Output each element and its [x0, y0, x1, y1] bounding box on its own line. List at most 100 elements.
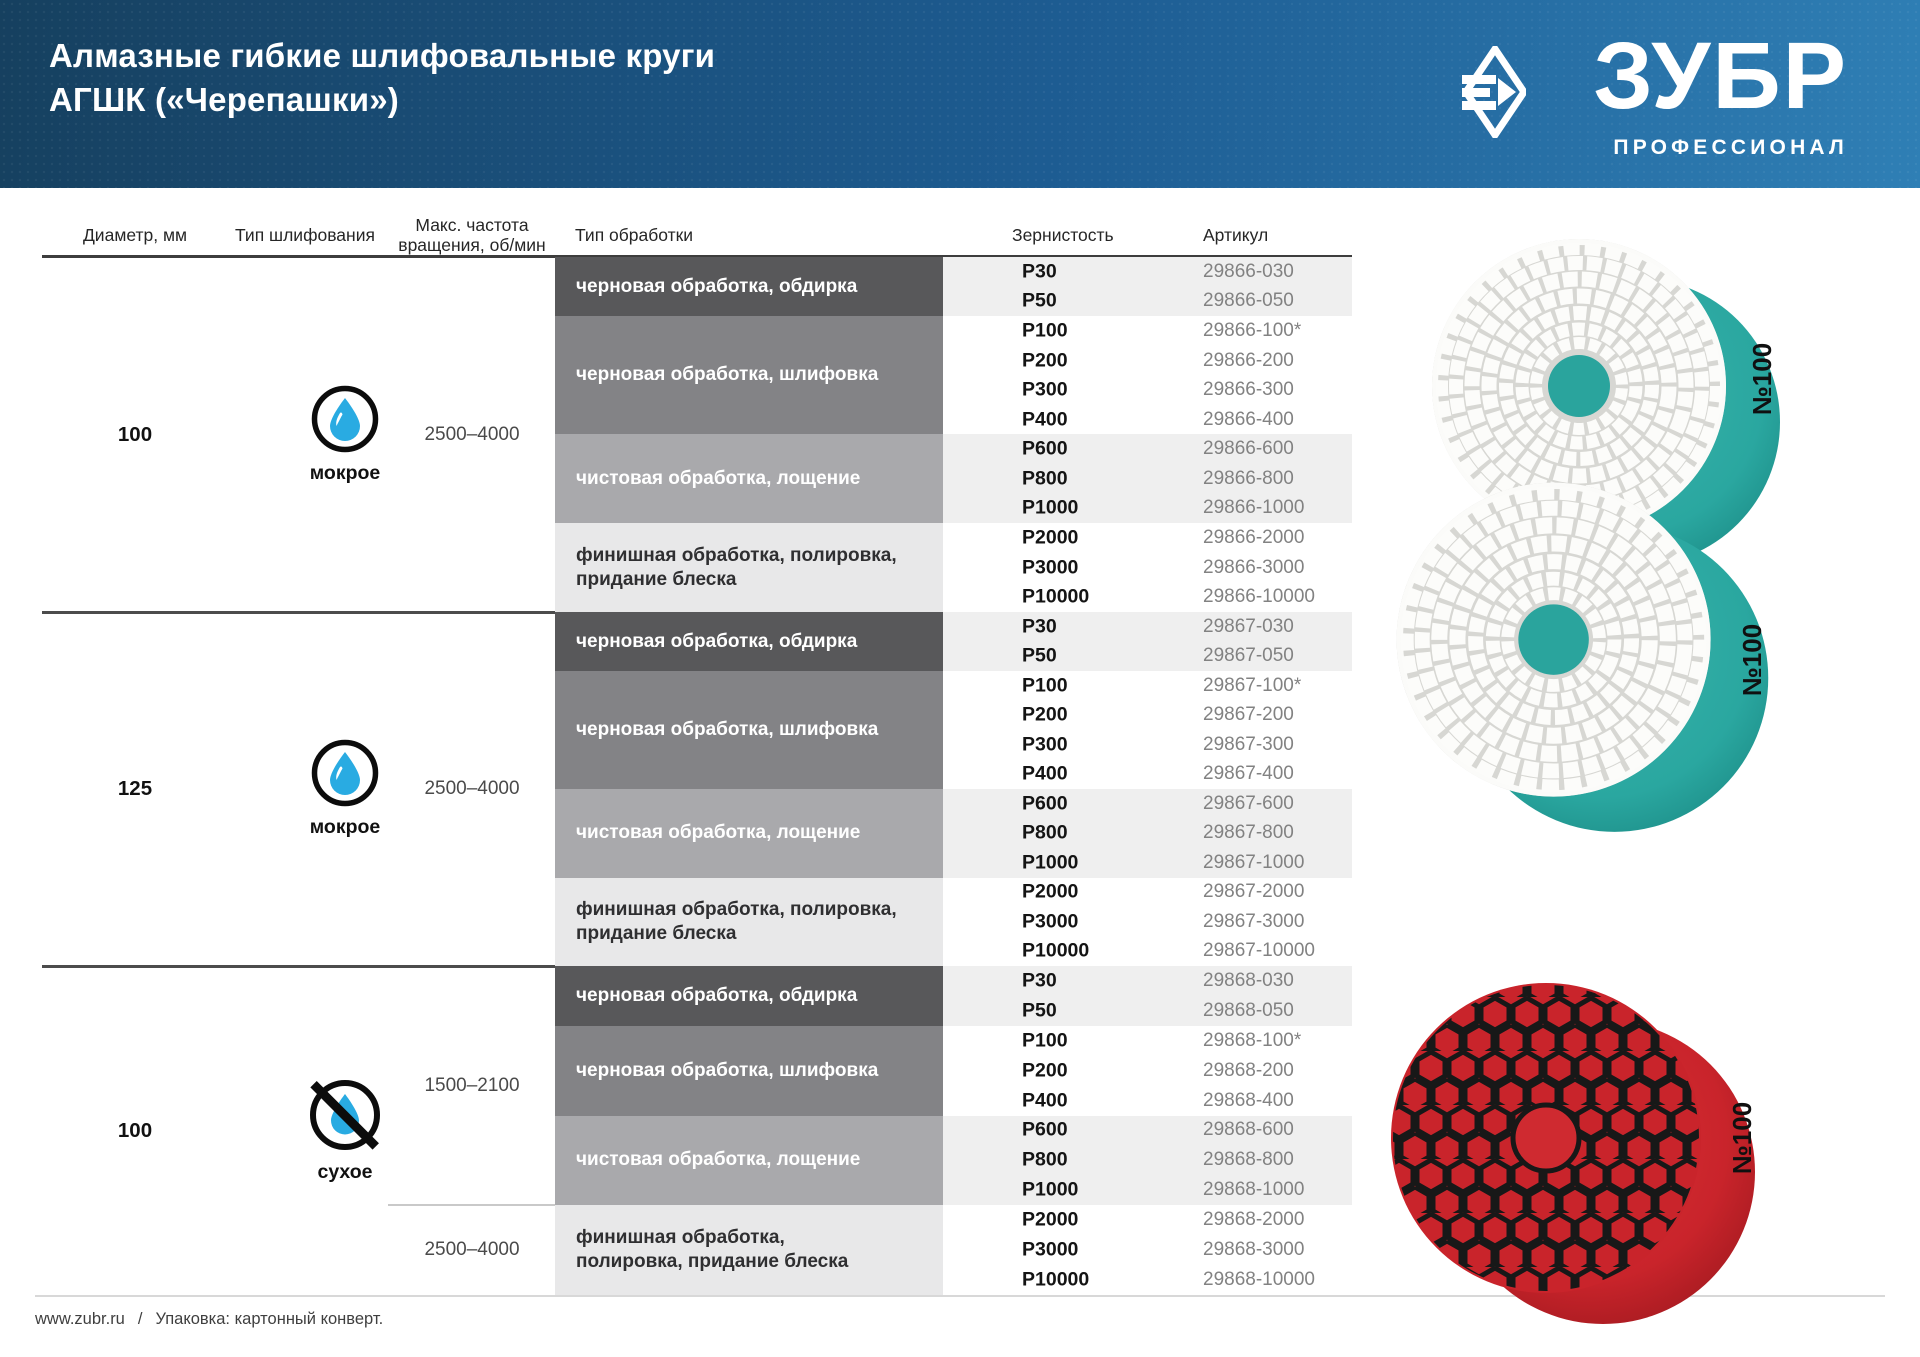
article-number: 29866-400	[1203, 408, 1294, 430]
table-row: P30 29868-030	[943, 966, 1352, 996]
grit-value: P1000	[1022, 496, 1079, 519]
processing-block-label: финишная обработка, полировка, придание …	[555, 1205, 943, 1295]
grit-value: P400	[1022, 408, 1068, 431]
no-water-icon	[310, 1079, 380, 1150]
website-url[interactable]: www.zubr.ru	[35, 1310, 125, 1328]
table-group: 125 мокрое 2500–4000 черновая обработка, об…	[40, 612, 1352, 966]
article-number: 29866-050	[1203, 290, 1294, 312]
article-number: 29866-3000	[1203, 556, 1305, 578]
processing-column: черновая обработка, обдирка черновая обра…	[555, 257, 943, 612]
article-number: 29868-030	[1203, 969, 1294, 991]
max-speed-value: 1500–2100	[424, 1074, 520, 1096]
article-number: 29867-100*	[1203, 674, 1302, 696]
article-number: 29866-030	[1203, 260, 1294, 282]
table-group: 100 мокрое 2500–4000 черновая обработка, об…	[40, 257, 1352, 612]
table-row: P10000 29867-10000	[943, 936, 1352, 966]
processing-block-label: чистовая обработка, лощение	[555, 434, 943, 524]
article-number: 29866-100*	[1203, 319, 1302, 341]
grinding-type-cell: сухое	[230, 966, 460, 1295]
col-header-speed: Макс. частота вращения, об/мин	[398, 215, 546, 255]
article-number: 29866-10000	[1203, 586, 1315, 608]
table-row: P600 29868-600	[943, 1115, 1352, 1146]
wet-drop-icon	[311, 739, 379, 807]
diameter-value: 100	[117, 422, 153, 446]
grinding-type-cell: мокрое	[230, 257, 460, 612]
table-group: 100 сухое 1500–2100 2500–4000 черновая обраб…	[40, 966, 1352, 1295]
grit-value: P10000	[1022, 939, 1090, 962]
table-row: P2000 29868-2000	[943, 1205, 1352, 1236]
wet-drop-icon	[311, 385, 379, 452]
brand-subtitle: ПРОФЕССИОНАЛ	[1613, 136, 1848, 159]
table-row: P10000 29868-10000	[943, 1265, 1352, 1295]
table-row: P10000 29866-10000	[943, 582, 1352, 612]
grit-value: P30	[1022, 969, 1057, 992]
grit-value: P100	[1022, 319, 1068, 342]
grit-value: P800	[1022, 467, 1068, 490]
grit-value: P300	[1022, 378, 1068, 401]
col-header-processing: Тип обработки	[575, 225, 694, 245]
zubr-logo-icon	[1462, 46, 1526, 138]
speed-cell-divider	[388, 1204, 555, 1207]
processing-block-label: черновая обработка, обдирка	[555, 612, 943, 671]
article-number: 29867-1000	[1203, 851, 1305, 873]
table-row: P400 29866-400	[943, 404, 1352, 435]
grit-value: P400	[1022, 762, 1068, 785]
article-number: 29867-3000	[1203, 910, 1305, 932]
table-row: P50 29866-050	[943, 286, 1352, 317]
table-row: P3000 29867-3000	[943, 907, 1352, 937]
grit-value: P600	[1022, 437, 1068, 460]
article-number: 29867-200	[1203, 704, 1294, 726]
table-row: P400 29867-400	[943, 759, 1352, 789]
article-number: 29867-2000	[1203, 881, 1305, 903]
grinding-type-label: мокрое	[309, 816, 381, 838]
page-banner: Алмазные гибкие шлифовальные круги АГШК …	[0, 0, 1920, 188]
processing-block-label: черновая обработка, обдирка	[555, 966, 943, 1026]
grit-value: P100	[1022, 1029, 1068, 1052]
article-number: 29868-100*	[1203, 1029, 1302, 1051]
grit-value: P400	[1022, 1089, 1068, 1112]
product-photo-wet-125	[1396, 482, 1769, 832]
grit-value: P3000	[1022, 1238, 1079, 1261]
article-number: 29867-300	[1203, 733, 1294, 755]
processing-block-label: черновая обработка, шлифовка	[555, 316, 943, 435]
grit-value: P50	[1022, 644, 1057, 667]
article-number: 29868-400	[1203, 1089, 1294, 1111]
article-number: 29866-600	[1203, 438, 1294, 460]
table-row: P200 29868-200	[943, 1055, 1352, 1086]
grit-article-column: P30 29867-030 P50 29867-050 P100 29867-100* P2…	[943, 612, 1352, 966]
processing-block-label: черновая обработка, обдирка	[555, 257, 943, 317]
max-speed-value: 2500–4000	[424, 778, 520, 799]
processing-column: черновая обработка, обдирка черновая обра…	[555, 612, 943, 966]
footer-divider	[35, 1295, 1885, 1297]
article-number: 29866-800	[1203, 467, 1294, 489]
table-row: P50 29868-050	[943, 995, 1352, 1026]
grit-value: P2000	[1022, 526, 1079, 549]
grinding-type-label: сухое	[317, 1160, 373, 1183]
col-header-diameter: Диаметр, мм	[82, 225, 188, 245]
table-row: P200 29866-200	[943, 345, 1352, 376]
grit-article-column: P30 29868-030 P50 29868-050 P100 29868-100* P2…	[943, 966, 1352, 1295]
grit-value: P200	[1022, 703, 1068, 726]
processing-block-label: финишная обработка, полировка, придание …	[555, 877, 943, 966]
grit-value: P800	[1022, 821, 1068, 844]
table-row: P800 29866-800	[943, 464, 1352, 494]
table-row: P200 29867-200	[943, 700, 1352, 730]
processing-block-label: чистовая обработка, лощение	[555, 789, 943, 878]
table-row: P600 29867-600	[943, 789, 1352, 819]
grinding-type-cell: мокрое	[230, 612, 460, 966]
processing-column: черновая обработка, обдирка черновая обра…	[555, 966, 943, 1295]
article-number: 29867-030	[1203, 615, 1294, 637]
processing-block-label: чистовая обработка, лощение	[555, 1115, 943, 1206]
brand-name: ЗУБР	[1593, 23, 1848, 129]
article-number: 29866-2000	[1203, 526, 1305, 548]
table-row: P100 29867-100*	[943, 671, 1352, 701]
grit-value: P600	[1022, 792, 1068, 815]
article-number: 29868-10000	[1203, 1269, 1315, 1291]
article-number: 29868-1000	[1203, 1179, 1305, 1201]
grit-value: P3000	[1022, 910, 1079, 933]
grit-value: P50	[1022, 999, 1057, 1022]
max-speed-value: 2500–4000	[424, 1239, 520, 1261]
article-number: 29866-300	[1203, 379, 1294, 401]
grit-value: P2000	[1022, 1208, 1079, 1231]
